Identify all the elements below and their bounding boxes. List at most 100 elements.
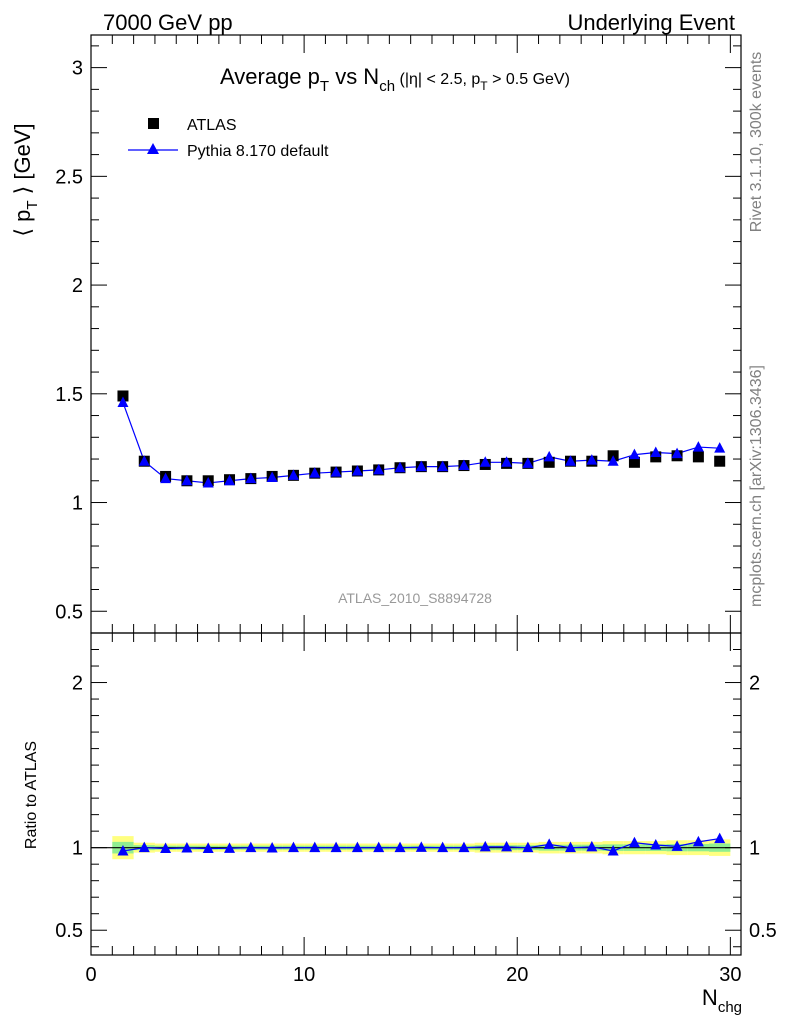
ratio-pythia-point — [628, 836, 640, 848]
x-tick-label: 10 — [293, 964, 315, 986]
ratio-pythia-point — [458, 841, 470, 853]
pythia-point — [501, 456, 513, 467]
legend-mc-label: Pythia 8.170 default — [187, 143, 329, 160]
ratio-pythia-point — [330, 841, 342, 853]
pythia-point — [479, 456, 491, 467]
ratio-pythia-point — [671, 840, 683, 851]
main-y-tick-label: 3 — [72, 58, 83, 80]
x-tick-label: 20 — [506, 964, 528, 986]
header-left: 7000 GeV pp — [103, 10, 233, 35]
pythia-point — [628, 448, 640, 460]
header-right: Underlying Event — [567, 10, 735, 35]
analysis-tag: ATLAS_2010_S8894728 — [338, 590, 492, 606]
main-y-tick-label: 2.5 — [55, 166, 83, 188]
ratio-pythia-point — [117, 844, 129, 856]
ratio-pythia-point — [565, 841, 577, 853]
ratio-pythia-point — [138, 841, 150, 853]
side-label-bottom: mcplots.cern.ch [arXiv:1306.3436] — [748, 365, 765, 607]
ratio-pythia-point — [309, 841, 321, 853]
pythia-point — [266, 471, 278, 483]
main-data-layer — [117, 390, 726, 488]
pythia-point — [202, 476, 214, 488]
ratio-y-tick-label-left: 0.5 — [55, 920, 83, 942]
x-tick-label: 0 — [85, 964, 96, 986]
pythia-point — [692, 441, 704, 452]
ratio-pythia-point — [394, 841, 406, 853]
ratio-y-tick-label-left: 2 — [72, 673, 83, 695]
pythia-point — [224, 474, 236, 486]
pythia-point — [671, 447, 683, 459]
pythia-point — [287, 469, 299, 480]
ratio-pythia-point — [607, 844, 619, 856]
ratio-y-tick-labels: 0.5 0.5 1 1 2 2 — [55, 673, 777, 943]
pythia-point — [415, 460, 427, 472]
pythia-point — [565, 455, 577, 466]
pythia-point — [309, 467, 321, 478]
legend-atlas-marker — [148, 118, 159, 129]
pythia-point — [245, 472, 257, 484]
ratio-y-axis-label: Ratio to ATLAS — [23, 741, 40, 849]
ratio-data-layer — [117, 832, 726, 856]
x-tick-labels: 0 10 20 30 — [85, 964, 741, 986]
legend-mc-marker — [147, 143, 159, 154]
pythia-point — [607, 455, 619, 466]
ratio-pythia-point — [415, 841, 427, 852]
ratio-axis-ticks — [90, 632, 741, 955]
pythia-point — [586, 454, 598, 465]
pythia-point — [458, 459, 470, 471]
ratio-pythia-point — [714, 832, 726, 844]
atlas-point — [628, 456, 640, 468]
pythia-point — [394, 461, 406, 473]
pythia-point — [650, 446, 662, 458]
ratio-pythia-point — [479, 840, 491, 852]
pythia-point — [351, 464, 363, 476]
ratio-pythia-point — [586, 840, 598, 852]
x-axis-label: Nchg — [702, 985, 742, 1016]
pythia-point — [522, 457, 534, 468]
main-axis-ticks — [90, 35, 741, 634]
ratio-y-tick-label-right: 2 — [749, 673, 760, 695]
atlas-point — [117, 390, 129, 402]
ratio-pythia-point — [266, 841, 278, 853]
ratio-y-tick-label-left: 1 — [72, 838, 83, 860]
ratio-pythia-point — [202, 842, 214, 853]
pythia-point — [714, 442, 726, 453]
main-y-axis-label: ⟨ pT ⟩ [GeV] — [10, 123, 41, 236]
side-label-top: Rivet 3.1.10, 300k events — [748, 52, 765, 233]
ratio-pythia-point — [437, 841, 449, 853]
atlas-point — [543, 456, 555, 468]
pythia-point — [373, 463, 385, 475]
ratio-y-tick-label-right: 1 — [749, 838, 760, 860]
main-y-tick-label: 0.5 — [55, 601, 83, 623]
main-y-tick-label: 1.5 — [55, 384, 83, 406]
atlas-point — [714, 455, 726, 467]
ratio-pythia-point — [501, 840, 513, 852]
ratio-pythia-point — [522, 841, 534, 853]
ratio-pythia-point — [287, 841, 299, 853]
ratio-pythia-point — [224, 842, 236, 853]
ratio-plot-frame — [90, 632, 742, 956]
pythia-point — [160, 472, 172, 484]
pythia-point — [543, 450, 555, 462]
ratio-pythia-point — [692, 835, 704, 847]
main-y-tick-labels: 0.5 1 1.5 2 2.5 3 — [55, 58, 83, 624]
pythia-point — [181, 474, 193, 486]
ratio-pythia-point — [181, 841, 193, 853]
ratio-pythia-point — [650, 839, 662, 850]
main-title: Average pT vs Nch (|η| < 2.5, pT > 0.5 G… — [220, 64, 570, 95]
ratio-pythia-point — [373, 841, 385, 853]
pythia-point — [117, 396, 129, 407]
ratio-pythia-point — [245, 841, 257, 853]
legend: ATLAS Pythia 8.170 default — [128, 117, 329, 160]
pythia-point — [330, 466, 342, 477]
ratio-y-tick-label-right: 0.5 — [749, 920, 777, 942]
atlas-point — [692, 451, 704, 463]
main-y-tick-label: 1 — [72, 493, 83, 515]
ratio-pythia-point — [543, 838, 555, 849]
ratio-pythia-point — [351, 841, 363, 853]
x-tick-label: 30 — [719, 964, 741, 986]
pythia-point — [437, 460, 449, 472]
legend-atlas-label: ATLAS — [187, 117, 237, 134]
ratio-pythia-point — [160, 842, 172, 853]
